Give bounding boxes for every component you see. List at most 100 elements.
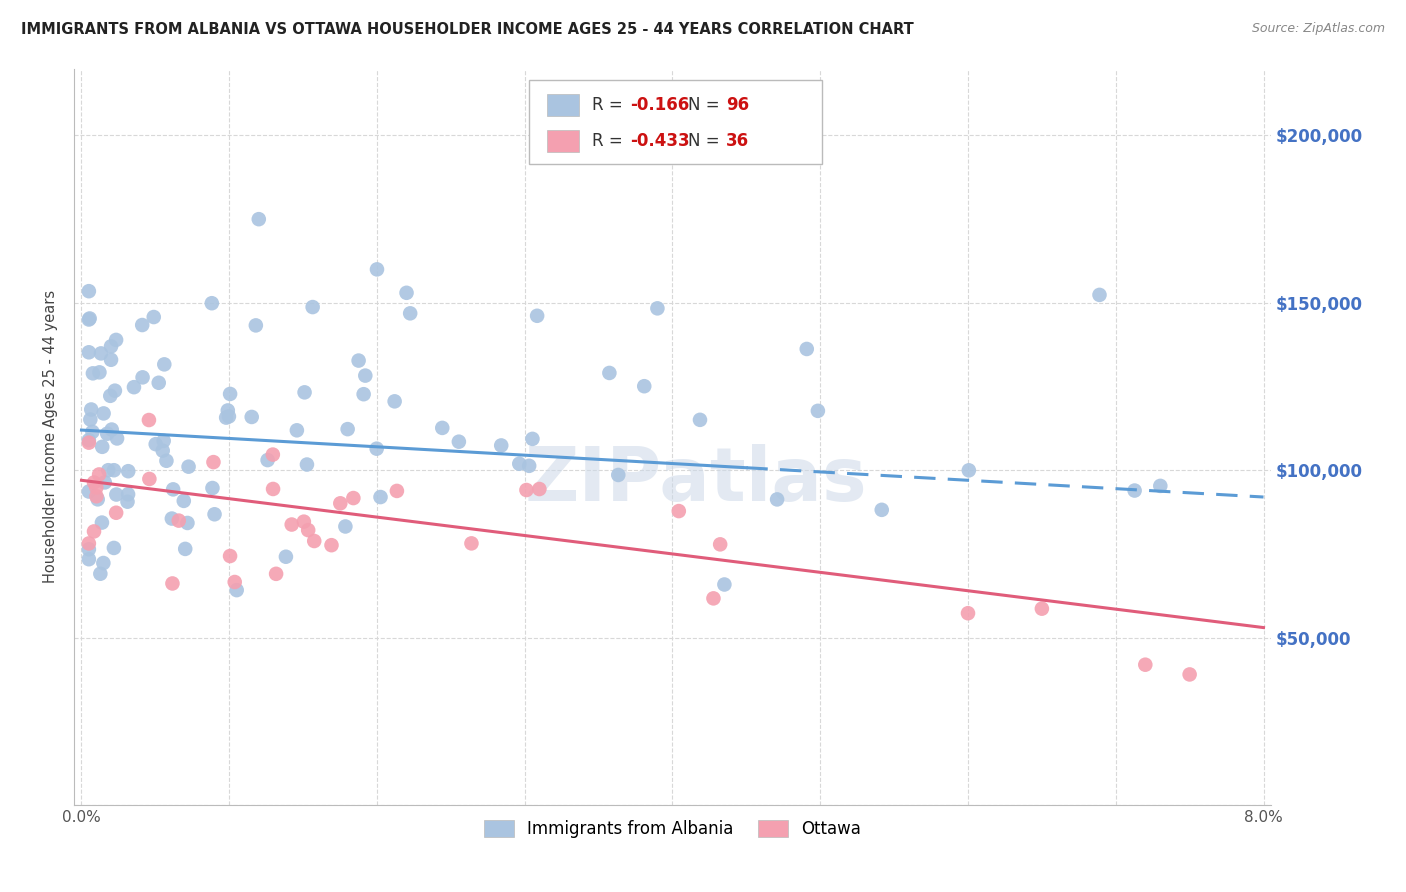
Point bbox=[77, 542, 100, 557]
Point bbox=[93, 406, 115, 420]
Point bbox=[515, 483, 537, 497]
Point bbox=[202, 455, 225, 469]
Text: N =: N = bbox=[688, 96, 725, 114]
Point bbox=[87, 492, 110, 507]
Point bbox=[97, 463, 120, 477]
Point bbox=[713, 577, 735, 591]
Point bbox=[152, 434, 174, 448]
Point bbox=[155, 454, 177, 468]
Point bbox=[117, 464, 139, 478]
Point bbox=[100, 423, 122, 437]
Point bbox=[104, 384, 127, 398]
Point bbox=[89, 365, 111, 379]
Point bbox=[148, 376, 170, 390]
Point bbox=[142, 310, 165, 324]
Point bbox=[93, 556, 115, 570]
Point bbox=[295, 458, 318, 472]
Point bbox=[301, 300, 323, 314]
Point bbox=[395, 285, 418, 300]
Point bbox=[77, 484, 100, 499]
Point bbox=[384, 394, 406, 409]
Point bbox=[285, 423, 308, 437]
Point bbox=[264, 566, 287, 581]
Point bbox=[354, 368, 377, 383]
Point bbox=[80, 402, 103, 417]
Point bbox=[90, 516, 112, 530]
Point bbox=[217, 403, 239, 417]
Point bbox=[1123, 483, 1146, 498]
Point bbox=[460, 536, 482, 550]
Point bbox=[84, 481, 107, 495]
Text: 36: 36 bbox=[727, 132, 749, 150]
Point bbox=[526, 309, 548, 323]
Point bbox=[103, 541, 125, 555]
FancyBboxPatch shape bbox=[529, 79, 823, 164]
Point bbox=[100, 352, 122, 367]
Point bbox=[607, 467, 630, 482]
Point bbox=[366, 262, 388, 277]
Point bbox=[96, 426, 118, 441]
Point bbox=[447, 434, 470, 449]
Point bbox=[321, 538, 343, 552]
Text: 96: 96 bbox=[727, 96, 749, 114]
Point bbox=[82, 425, 104, 439]
Point bbox=[204, 508, 226, 522]
Point bbox=[201, 296, 224, 310]
Point bbox=[302, 534, 325, 549]
Point bbox=[152, 443, 174, 458]
Legend: Immigrants from Albania, Ottawa: Immigrants from Albania, Ottawa bbox=[477, 813, 868, 845]
Point bbox=[297, 523, 319, 537]
Point bbox=[336, 422, 359, 436]
Point bbox=[117, 487, 139, 501]
Point bbox=[956, 606, 979, 620]
Point bbox=[335, 519, 357, 533]
Point bbox=[218, 409, 240, 424]
Point bbox=[224, 574, 246, 589]
Point bbox=[489, 438, 512, 452]
Point bbox=[105, 506, 128, 520]
Point bbox=[256, 453, 278, 467]
Point bbox=[94, 475, 117, 490]
Point bbox=[173, 494, 195, 508]
Point bbox=[79, 412, 101, 426]
Point bbox=[138, 413, 160, 427]
Point bbox=[529, 482, 551, 496]
Point bbox=[1088, 288, 1111, 302]
Point bbox=[245, 318, 267, 333]
Point bbox=[77, 536, 100, 550]
Point bbox=[353, 387, 375, 401]
Point bbox=[247, 212, 270, 227]
Point bbox=[131, 318, 153, 332]
Point bbox=[105, 432, 128, 446]
Point bbox=[176, 516, 198, 530]
Point bbox=[329, 496, 352, 510]
Text: R =: R = bbox=[592, 132, 628, 150]
Point bbox=[153, 357, 176, 371]
Point bbox=[82, 367, 104, 381]
Point bbox=[262, 448, 284, 462]
Text: N =: N = bbox=[688, 132, 725, 150]
Point bbox=[647, 301, 669, 316]
Point bbox=[225, 583, 247, 598]
Point bbox=[274, 549, 297, 564]
Point bbox=[370, 490, 392, 504]
Point bbox=[633, 379, 655, 393]
Point bbox=[957, 463, 980, 477]
Point bbox=[100, 339, 122, 353]
Text: ZIPatlas: ZIPatlas bbox=[524, 444, 868, 517]
Point bbox=[522, 432, 544, 446]
Point bbox=[162, 483, 184, 497]
Point bbox=[77, 435, 100, 450]
Point bbox=[709, 537, 731, 551]
Point bbox=[105, 487, 128, 501]
Point bbox=[83, 524, 105, 539]
Point bbox=[138, 472, 160, 486]
Point bbox=[366, 442, 388, 456]
Point bbox=[87, 467, 110, 482]
Point bbox=[98, 389, 121, 403]
Point bbox=[870, 503, 893, 517]
Text: -0.166: -0.166 bbox=[631, 96, 690, 114]
Text: -0.433: -0.433 bbox=[631, 132, 690, 150]
Point bbox=[219, 549, 242, 563]
Point bbox=[77, 312, 100, 326]
